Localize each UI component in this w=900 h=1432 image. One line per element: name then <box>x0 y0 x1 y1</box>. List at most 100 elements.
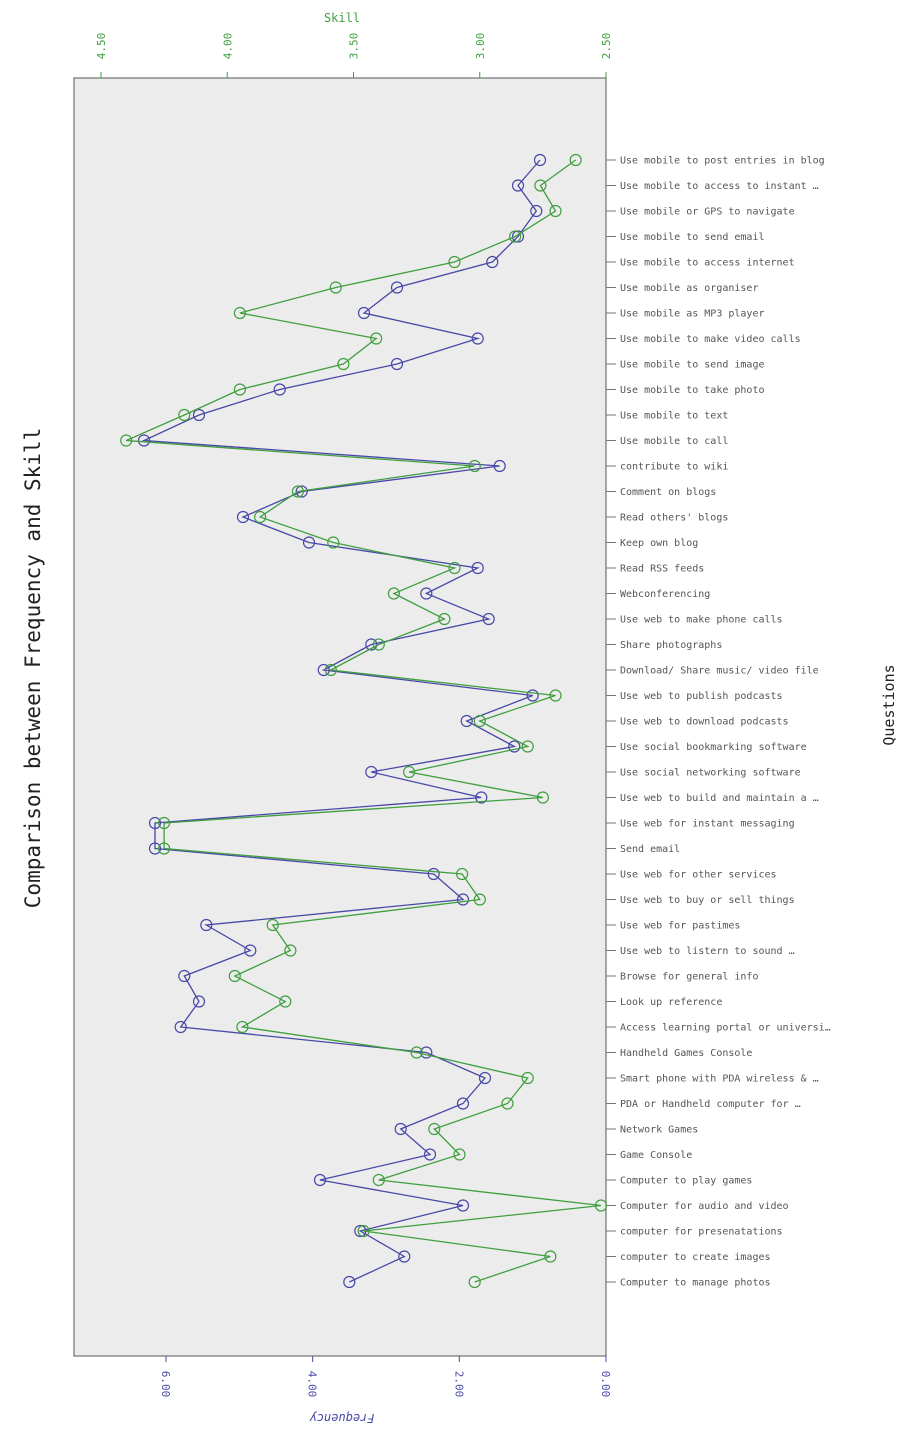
category-label: Share photographs <box>620 640 722 651</box>
data-point-skill <box>438 612 451 626</box>
data-point-frequency <box>456 1199 470 1212</box>
data-point-skill <box>372 638 385 651</box>
data-point-skill <box>456 867 469 881</box>
data-point-frequency <box>478 1071 492 1085</box>
data-point-frequency <box>313 1173 327 1187</box>
category-label: Use web for instant messaging <box>620 819 795 830</box>
category-label: Computer for audio and video <box>620 1201 789 1212</box>
category-label: Webconferencing <box>620 589 710 600</box>
category-label: Use web to download podcasts <box>620 717 789 728</box>
data-point-frequency <box>273 383 286 396</box>
data-point-skill <box>508 230 522 243</box>
data-point-skill <box>468 459 481 473</box>
data-point-skill <box>536 791 550 804</box>
data-point-frequency <box>343 1275 356 1289</box>
data-point-frequency <box>394 1122 407 1136</box>
category-label: Use web to buy or sell things <box>620 895 795 906</box>
data-point-skill <box>372 1173 385 1187</box>
series-skill <box>120 153 608 1289</box>
data-point-skill <box>534 179 547 192</box>
data-point-frequency <box>148 816 162 830</box>
data-point-skill <box>266 918 279 932</box>
data-point-skill <box>233 383 246 396</box>
data-point-frequency <box>486 255 499 269</box>
category-label: Use social networking software <box>620 768 801 779</box>
data-point-skill <box>521 740 534 753</box>
data-point-skill <box>324 663 337 677</box>
category-label: Use mobile or GPS to navigate <box>620 207 795 218</box>
skill-tick-label: 3.50 <box>348 33 361 60</box>
data-point-skill <box>410 1046 423 1059</box>
category-label: Use mobile to call <box>620 436 728 447</box>
data-point-frequency <box>460 714 473 728</box>
data-point-frequency <box>427 867 440 881</box>
data-point-skill <box>549 689 562 702</box>
data-point-frequency <box>526 689 539 702</box>
category-label: Download/ Share music/ video file <box>620 666 819 677</box>
data-point-skill <box>544 1250 557 1263</box>
chart-title: Comparison between Frequency and Skill <box>21 428 45 908</box>
category-label: Smart phone with PDA wireless & … <box>620 1074 819 1085</box>
series-line-frequency <box>141 159 541 1283</box>
category-label: Game Console <box>620 1150 692 1161</box>
data-point-skill <box>337 357 350 371</box>
frequency-tick-label: 2.00 <box>452 1371 465 1398</box>
data-point-skill <box>236 1020 249 1034</box>
data-point-skill <box>403 765 416 779</box>
data-point-frequency <box>390 357 404 371</box>
data-point-skill <box>120 434 133 447</box>
data-point-skill <box>291 485 304 498</box>
category-label: Handheld Games Console <box>620 1048 752 1059</box>
plot-area <box>73 77 607 1357</box>
data-point-frequency <box>236 510 250 524</box>
category-label: Use web to make phone calls <box>620 615 783 626</box>
data-point-skill <box>428 1122 441 1136</box>
frequency-tick-label: 0.00 <box>599 1371 612 1398</box>
data-point-skill <box>357 1224 370 1238</box>
category-label: Use mobile to make video calls <box>620 334 801 345</box>
data-point-skill <box>158 816 171 830</box>
category-label: Use mobile to post entries in blog <box>620 156 825 167</box>
skill-tick-label: 2.50 <box>600 33 613 60</box>
data-point-skill <box>228 969 241 983</box>
data-point-frequency <box>174 1020 187 1034</box>
data-point-frequency <box>530 204 543 218</box>
data-point-frequency <box>471 332 484 345</box>
data-point-frequency <box>456 1097 470 1110</box>
category-label: Access learning portal or universi… <box>620 1023 831 1034</box>
data-point-frequency <box>508 740 521 753</box>
data-point-skill <box>501 1097 514 1110</box>
skill-axis: Skill 4.50 4.00 3.50 3.00 2.50 <box>95 11 613 78</box>
data-point-skill <box>178 408 191 422</box>
skill-tick-label: 4.50 <box>95 33 108 60</box>
category-label: Use mobile as MP3 player <box>620 309 765 320</box>
data-point-frequency <box>493 459 506 473</box>
data-point-skill <box>284 944 297 957</box>
category-label: Comment on blogs <box>620 487 716 498</box>
data-point-skill <box>549 204 562 218</box>
data-point-skill <box>327 536 340 549</box>
category-label: Use mobile to take photo <box>620 385 765 396</box>
category-label: Look up reference <box>620 997 722 1008</box>
category-label: Use mobile as organiser <box>620 283 758 294</box>
category-label: Computer to play games <box>620 1176 752 1187</box>
data-point-frequency <box>137 434 151 447</box>
skill-tick-label: 4.00 <box>221 33 234 60</box>
data-point-frequency <box>511 230 525 243</box>
data-point-frequency <box>390 281 404 294</box>
category-label: Send email <box>620 844 680 855</box>
chart-title-group: Comparison between Frequency and Skill <box>21 428 45 908</box>
category-label: computer for presenatations <box>620 1227 783 1238</box>
frequency-tick-label: 6.00 <box>159 1371 172 1398</box>
data-point-frequency <box>178 969 191 983</box>
series-line-skill <box>125 159 602 1283</box>
category-labels: Use mobile to post entries in blog Use mo… <box>606 156 831 1289</box>
data-point-frequency <box>511 179 525 192</box>
category-label: Use mobile to send image <box>620 360 765 371</box>
questions-axis-title: Questions <box>880 664 898 745</box>
data-point-skill <box>448 561 461 575</box>
data-point-frequency <box>533 153 547 167</box>
frequency-axis-title: Frequency <box>309 1411 375 1425</box>
data-point-frequency <box>244 944 257 957</box>
skill-axis-title: Skill <box>324 11 360 25</box>
